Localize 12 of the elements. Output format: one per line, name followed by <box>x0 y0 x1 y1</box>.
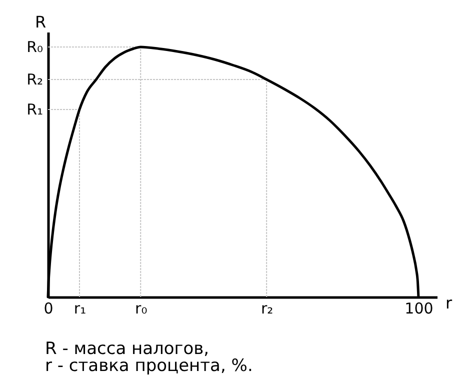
ref-line-label: R₁ <box>26 100 43 118</box>
y-axis-title: R <box>34 12 46 32</box>
x-axis-title: r <box>446 294 452 312</box>
ref-line-label: R₀ <box>26 38 43 56</box>
x-tick-label: r₂ <box>260 300 274 318</box>
x-tick-label: r₀ <box>135 300 148 318</box>
x-tick-label: 0 <box>44 300 54 318</box>
text: r - ставка процента, %. <box>45 356 253 376</box>
text: R - масса налогов, <box>45 339 210 359</box>
ref-line-label: R₂ <box>26 70 43 88</box>
x-tick-label: 100 <box>404 300 434 318</box>
x-tick-label: r₁ <box>74 300 86 318</box>
